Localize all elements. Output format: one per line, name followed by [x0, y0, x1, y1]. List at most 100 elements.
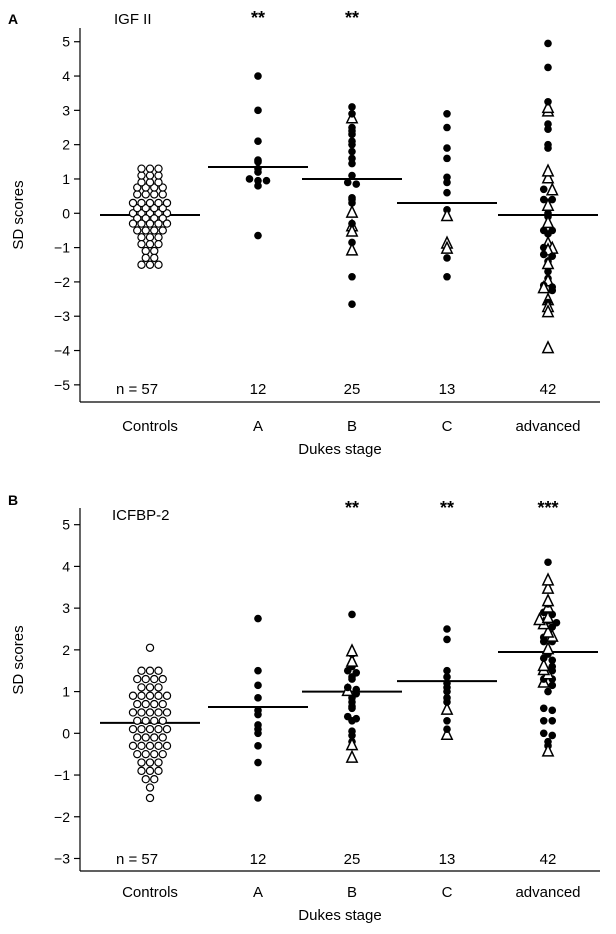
data-point-filled-circle: [544, 267, 552, 276]
y-axis-label-b: SD scores: [10, 625, 27, 694]
y-tick-label: 4: [62, 68, 70, 84]
data-point-open-circle: [128, 724, 138, 734]
data-point-filled-circle: [254, 681, 262, 690]
data-point-triangle: [541, 743, 555, 757]
data-point-triangle: [440, 207, 454, 222]
data-point-open-circle: [154, 766, 163, 776]
data-point-triangle: [345, 204, 359, 218]
data-point-open-circle: [162, 708, 172, 717]
data-point-filled-circle: [443, 635, 451, 644]
data-point-open-circle: [154, 164, 163, 173]
data-point-filled-circle: [443, 666, 451, 675]
y-tick-label: −5: [54, 377, 70, 393]
data-point-filled-circle: [544, 558, 552, 567]
data-point-triangle: [541, 572, 555, 586]
data-point-triangle: [533, 611, 546, 626]
y-tick-label: 2: [62, 137, 70, 153]
data-point-open-circle: [137, 164, 146, 173]
data-point-filled-circle: [262, 176, 271, 185]
data-point-open-circle: [137, 758, 146, 767]
data-point-open-circle: [162, 741, 172, 751]
data-point-open-circle: [162, 219, 172, 228]
data-point-triangle: [345, 749, 359, 763]
data-point-triangle: [345, 242, 359, 256]
n-label: 12: [250, 381, 267, 398]
data-point-filled-circle: [548, 681, 557, 690]
data-point-open-circle: [145, 783, 155, 792]
data-point-filled-circle: [348, 154, 356, 163]
significance-marker: **: [440, 498, 454, 518]
data-point-open-circle: [141, 775, 150, 784]
data-point-triangle: [541, 163, 555, 177]
data-point-open-circle: [133, 749, 142, 759]
data-point-filled-circle: [443, 272, 451, 281]
significance-marker: ***: [537, 498, 558, 518]
data-point-filled-circle: [348, 109, 356, 118]
data-point-triangle: [541, 99, 555, 114]
data-point-open-circle: [145, 233, 155, 242]
chart-title-b: ICFBP-2: [112, 507, 170, 524]
data-point-open-circle: [128, 219, 138, 228]
data-point-filled-circle: [539, 185, 548, 194]
data-point-filled-circle: [544, 230, 552, 238]
data-point-filled-circle: [443, 144, 451, 152]
n-label: 25: [344, 381, 361, 398]
data-point-filled-circle: [348, 727, 356, 736]
data-point-filled-circle: [343, 683, 352, 692]
data-point-filled-circle: [548, 252, 557, 260]
data-point-open-circle: [137, 766, 146, 776]
data-point-open-circle: [150, 674, 159, 684]
y-tick-label: 0: [62, 205, 70, 221]
data-point-filled-circle: [348, 219, 356, 228]
data-point-open-circle: [158, 699, 167, 709]
data-point-open-circle: [158, 226, 167, 235]
x-tick-label: C: [442, 884, 453, 901]
data-point-triangle: [345, 643, 359, 657]
data-point-triangle: [541, 304, 555, 318]
significance-marker: **: [345, 8, 359, 28]
data-point-open-circle: [145, 643, 155, 652]
data-point-filled-circle: [443, 254, 451, 262]
data-point-open-circle: [128, 691, 138, 700]
data-point-triangle: [345, 653, 359, 667]
data-point-filled-circle: [348, 272, 356, 281]
data-point-filled-circle: [352, 685, 361, 694]
data-point-open-circle: [137, 741, 146, 751]
data-point-filled-circle: [443, 154, 451, 163]
x-tick-label: Controls: [122, 418, 178, 435]
data-point-open-circle: [133, 733, 142, 742]
data-point-open-circle: [145, 691, 155, 700]
data-point-filled-circle: [539, 195, 548, 204]
data-point-filled-circle: [544, 687, 552, 696]
data-point-triangle: [440, 240, 454, 254]
data-point-filled-circle: [254, 106, 262, 115]
data-point-filled-circle: [443, 625, 451, 633]
data-point-open-circle: [158, 190, 167, 199]
significance-marker: **: [251, 8, 265, 28]
n-label: 13: [439, 851, 456, 868]
n-label: 42: [540, 381, 557, 398]
data-point-filled-circle: [544, 97, 552, 106]
data-point-filled-circle: [254, 176, 262, 185]
data-point-filled-circle: [443, 188, 451, 197]
data-point-filled-circle: [352, 180, 361, 188]
data-point-open-circle: [137, 198, 146, 208]
data-point-open-circle: [145, 164, 155, 173]
data-point-open-circle: [145, 724, 155, 734]
y-tick-label: 1: [62, 684, 70, 700]
data-point-triangle: [541, 641, 555, 655]
data-point-open-circle: [145, 683, 155, 692]
y-tick-label: 1: [62, 171, 70, 187]
data-point-open-circle: [145, 171, 155, 180]
data-point-triangle: [440, 726, 454, 740]
data-point-open-circle: [145, 239, 155, 249]
data-point-filled-circle: [352, 714, 361, 723]
data-point-open-circle: [162, 198, 172, 208]
data-point-open-circle: [150, 699, 159, 709]
data-point-open-circle: [154, 758, 163, 767]
data-point-open-circle: [145, 741, 155, 751]
data-point-filled-circle: [254, 614, 262, 623]
panel-b: B ICFBP-2 SD scores Dukes stage −3 −2 −1 0 1…: [8, 492, 600, 924]
